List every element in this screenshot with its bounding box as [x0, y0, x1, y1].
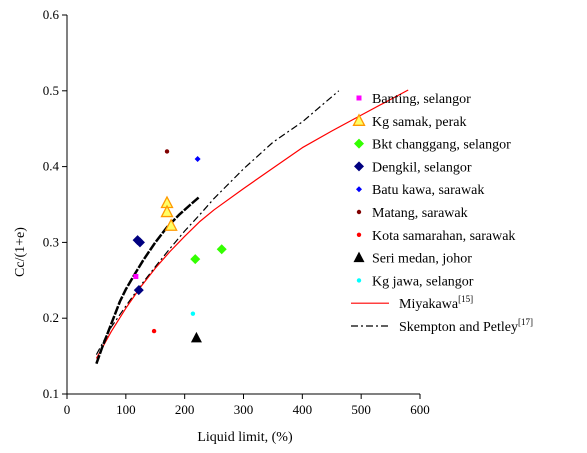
- data-point: [164, 218, 178, 231]
- data-point: [190, 254, 201, 265]
- legend-label: Bkt changgang, selangor: [372, 138, 511, 153]
- legend-marker: [356, 209, 362, 215]
- legend-reference: [15]: [458, 294, 473, 304]
- legend-label: Kota samarahan, sarawak: [372, 229, 515, 244]
- legend-marker: [354, 161, 364, 172]
- legend: Banting, selangor Kg samak, perak Bkt chan…: [351, 92, 533, 335]
- x-tick-label: 300: [234, 402, 254, 417]
- legend-marker: [353, 251, 365, 263]
- x-tick-label: 100: [116, 402, 136, 417]
- legend-marker: [356, 278, 362, 283]
- y-tick-label: 0.4: [43, 159, 60, 174]
- data-point: [133, 274, 139, 280]
- y-tick-label: 0.3: [43, 234, 59, 249]
- data-point: [151, 328, 157, 334]
- data-point: [134, 237, 145, 248]
- legend-label: Dengkil, selangor: [372, 160, 472, 175]
- legend-marker: [356, 186, 362, 193]
- legend-label: Miyakawa[15]: [399, 294, 473, 312]
- legend-marker: [356, 95, 362, 101]
- x-tick-label: 500: [351, 402, 371, 417]
- x-tick-label: 0: [64, 402, 71, 417]
- y-axis-title: Cc/(1+e): [13, 227, 28, 277]
- x-tick-label: 400: [293, 402, 313, 417]
- legend-label: Seri medan, johor: [372, 252, 472, 267]
- data-point: [133, 285, 144, 296]
- y-tick-label: 0.5: [43, 83, 59, 98]
- line-miyakawa: [95, 89, 409, 359]
- legend-marker: [352, 113, 366, 126]
- plot-lines: [95, 89, 409, 365]
- legend-label: Batu kawa, sarawak: [372, 183, 484, 198]
- fit-line: [95, 195, 201, 365]
- plot-points: [132, 149, 227, 343]
- data-point: [190, 331, 202, 343]
- legend-reference: [17]: [518, 317, 533, 327]
- y-tick-label: 0.2: [43, 310, 59, 325]
- line-skempton-and-petley: [95, 90, 340, 355]
- x-axis-title: Liquid limit, (%): [197, 430, 293, 445]
- axes: 0 100 200 300 400 500 600 0.1 0.2 0.3 0.4 0.5 0.6: [43, 7, 430, 417]
- x-tick-label: 600: [410, 402, 430, 417]
- legend-label: Kg jawa, selangor: [372, 274, 474, 289]
- legend-marker: [356, 232, 362, 237]
- legend-label: Banting, selangor: [372, 92, 471, 107]
- x-tick-label: 200: [175, 402, 195, 417]
- legend-label: Kg samak, perak: [372, 115, 466, 130]
- data-point: [194, 156, 201, 163]
- data-point: [216, 244, 227, 255]
- data-point: [160, 204, 174, 218]
- legend-label: Skempton and Petley[17]: [399, 317, 533, 335]
- data-point: [190, 311, 196, 316]
- y-tick-label: 0.6: [43, 7, 60, 22]
- legend-label: Matang, sarawak: [372, 206, 468, 221]
- legend-marker: [354, 138, 364, 149]
- data-point: [164, 149, 170, 154]
- y-tick-label: 0.1: [43, 386, 59, 401]
